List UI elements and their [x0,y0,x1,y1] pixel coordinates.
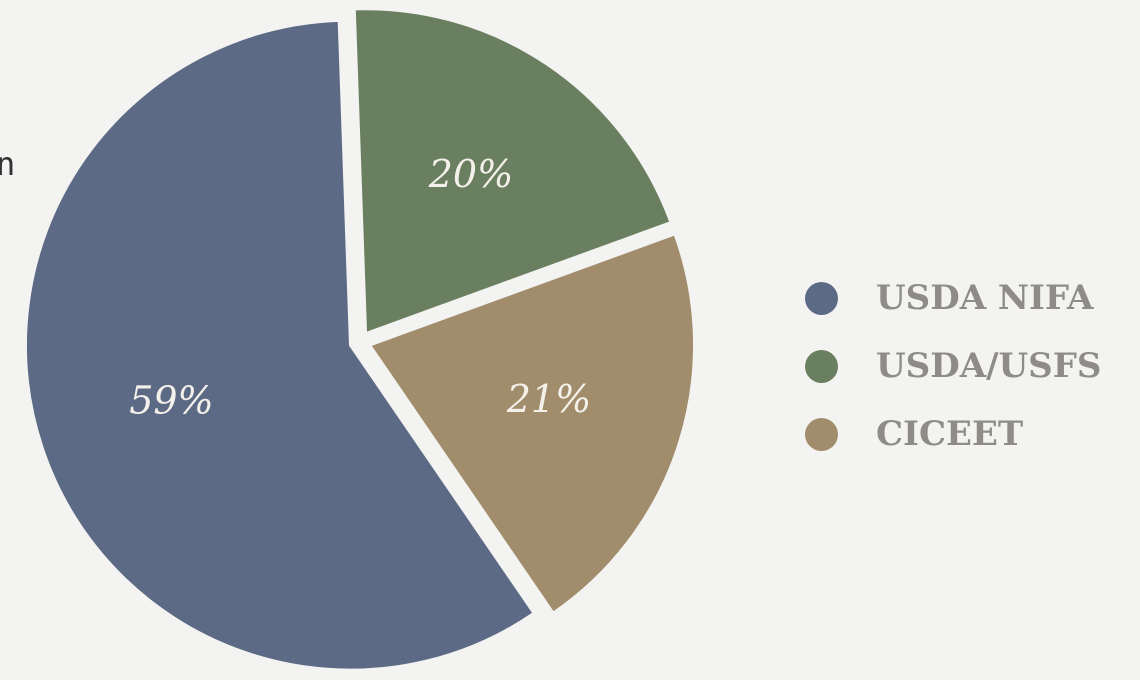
pie-slice-ciceet [367,231,696,616]
legend-swatch-usda-usfs [805,349,838,383]
legend-item-usda-nifa: USDA NIFA [805,270,1101,326]
pie-labels: 20% 21% 59% [129,152,591,423]
legend-label-usda-usfs: USDA/USFS [876,346,1102,386]
pie-slice-usda-usfs [352,7,673,336]
pie-slices [24,7,696,672]
legend-swatch-ciceet [805,417,838,451]
legend-label-ciceet: CICEET [876,414,1024,454]
pie-label-usda-nifa: 59% [129,378,213,422]
legend-swatch-usda-nifa [805,281,838,315]
legend-item-usda-usfs: USDA/USFS [805,338,1101,394]
pie-label-usda-usfs: 20% [428,152,513,196]
legend: USDA NIFA USDA/USFS CICEET [805,270,1101,462]
pie-label-ciceet: 21% [506,377,591,421]
legend-item-ciceet: CICEET [805,406,1101,462]
pie-slice-usda-nifa [24,18,537,672]
edge-text-fragment: n [0,145,16,183]
legend-label-usda-nifa: USDA NIFA [876,278,1094,318]
